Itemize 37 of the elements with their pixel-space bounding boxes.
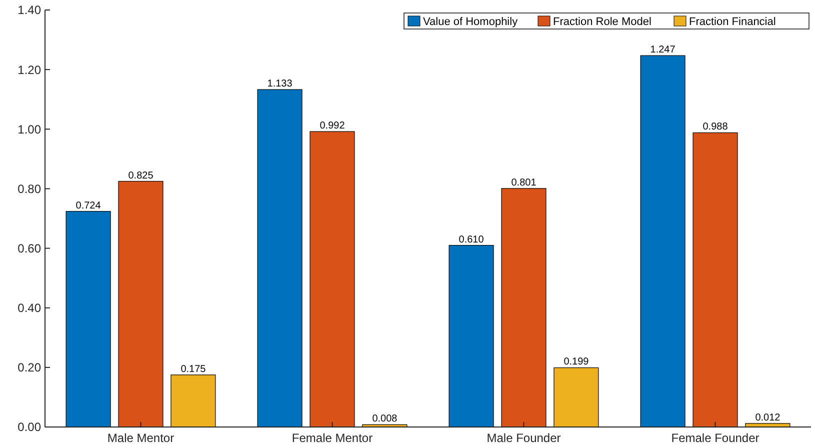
- data-label: 0.724: [76, 200, 102, 212]
- legend-label: Value of Homophily: [423, 16, 518, 28]
- bar: [554, 367, 599, 428]
- data-label: 0.008: [372, 414, 398, 425]
- legend-label: Fraction Role Model: [553, 16, 652, 28]
- bar: [257, 89, 302, 428]
- y-tick-label: 1.40: [18, 3, 42, 18]
- bar: [66, 211, 111, 428]
- bar: [448, 245, 494, 428]
- bar: [501, 188, 546, 428]
- x-tick-label: Female Mentor: [292, 431, 373, 445]
- bar: [640, 55, 686, 428]
- bar: [170, 374, 216, 428]
- y-tick-label: 1.20: [18, 62, 42, 77]
- data-label: 0.825: [128, 170, 154, 182]
- bar: [310, 131, 355, 428]
- data-label: 0.199: [564, 356, 590, 368]
- y-tick-label: 0.00: [18, 420, 42, 434]
- data-label: 0.012: [755, 412, 781, 424]
- bar: [118, 180, 164, 428]
- bar: [692, 132, 738, 428]
- x-tick-label: Male Mentor: [107, 431, 174, 445]
- data-label: 1.133: [267, 78, 293, 90]
- x-tick-label: Female Founder: [671, 431, 760, 445]
- y-tick-label: 1.00: [18, 122, 42, 136]
- data-label: 0.801: [511, 177, 537, 188]
- y-tick-label: 0.80: [18, 182, 42, 196]
- legend-label: Fraction Financial: [689, 16, 776, 28]
- y-tick-label: 0.20: [18, 360, 42, 375]
- y-tick-label: 0.60: [18, 241, 42, 256]
- data-label: 1.247: [650, 44, 676, 56]
- x-tick-label: Male Founder: [486, 431, 561, 445]
- data-label: 0.992: [320, 120, 346, 132]
- y-tick-label: 0.40: [18, 301, 42, 316]
- data-label: 0.175: [180, 364, 206, 375]
- data-label: 0.610: [458, 234, 484, 246]
- data-label: 0.988: [702, 122, 728, 133]
